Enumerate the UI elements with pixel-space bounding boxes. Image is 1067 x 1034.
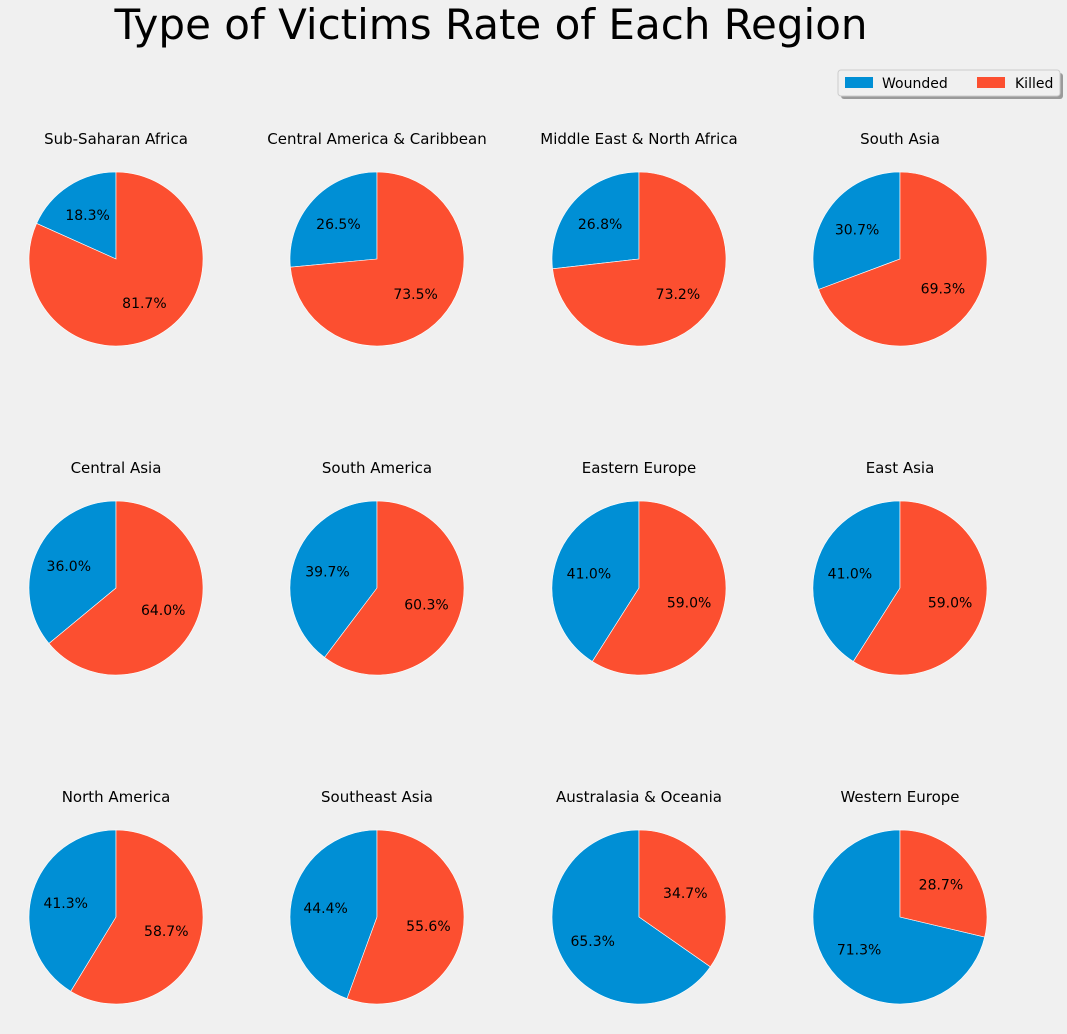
legend-swatch-wounded [845,77,873,88]
pie-title: Central America & Caribbean [267,130,486,148]
pie-title: Middle East & North Africa [540,130,737,148]
slice-label-killed: 55.6% [406,919,450,935]
slice-label-wounded: 26.8% [578,217,622,233]
pie-southeast-asia: 44.4% 55.6% Southeast Asia [289,788,465,1005]
pie-title: Eastern Europe [582,459,697,477]
legend-label-wounded: Wounded [882,76,948,92]
pie-slice-wounded [812,500,901,662]
pie-north-america: 41.3% 58.7% North America [28,788,204,1005]
pie-central-asia: 36.0% 64.0% Central Asia [28,459,204,676]
pie-slice-killed [28,171,204,347]
slice-label-wounded: 65.3% [570,934,614,950]
slice-label-killed: 59.0% [928,596,972,612]
pie-title: South America [322,459,432,477]
slice-label-killed: 73.5% [393,287,437,303]
legend-label-killed: Killed [1015,76,1053,92]
slice-label-wounded: 26.5% [316,217,360,233]
pie-south-asia: 30.7% 69.3% South Asia [812,130,988,347]
pie-slice-wounded [551,171,640,270]
legend-swatch-killed [977,77,1005,88]
pie-slice-wounded [28,500,117,644]
pie-title: Central Asia [71,459,162,477]
pie-slice-killed [638,829,727,968]
pie-slice-killed [852,500,988,676]
pie-slice-killed [346,829,465,1005]
slice-label-wounded: 41.0% [828,566,872,582]
slice-label-wounded: 71.3% [837,942,881,958]
pie-slice-killed [899,829,988,938]
pie-title: Australasia & Oceania [556,788,722,806]
pie-australasia-and-oceania: 65.3% 34.7% Australasia & Oceania [551,788,727,1005]
pie-slice-wounded [36,171,117,260]
legend: Wounded Killed [837,69,1063,99]
slice-label-wounded: 41.0% [567,566,611,582]
pie-title: North America [62,788,171,806]
pie-east-asia: 41.0% 59.0% East Asia [812,459,988,676]
pie-western-europe: 71.3% 28.7% Western Europe [812,788,988,1005]
pie-sub-saharan-africa: 18.3% 81.7% Sub-Saharan Africa [28,130,204,347]
pie-slice-wounded [812,171,901,290]
legend-box [837,69,1061,97]
slice-label-wounded: 18.3% [65,208,109,224]
slice-label-killed: 60.3% [404,598,448,614]
pie-title: Sub-Saharan Africa [44,130,188,148]
slice-label-killed: 69.3% [921,282,965,298]
slice-label-killed: 64.0% [141,603,185,619]
pie-slice-killed [290,171,465,347]
pie-slice-killed [48,500,204,676]
pies-group: 18.3% 81.7% Sub-Saharan Africa 26.5% 73.5% Ce… [28,130,988,1005]
slice-label-wounded: 39.7% [305,564,349,580]
slice-label-killed: 73.2% [656,287,700,303]
pie-slice-wounded [551,829,711,1005]
pie-slice-killed [552,171,727,347]
slice-label-wounded: 44.4% [303,901,347,917]
pie-slice-killed [324,500,465,676]
slice-label-wounded: 36.0% [47,559,91,575]
pie-title: South Asia [860,130,940,148]
slice-label-killed: 28.7% [919,878,963,894]
pie-slice-killed [818,171,988,347]
pie-slice-wounded [551,500,640,662]
pie-central-america-and-caribbean: 26.5% 73.5% Central America & Caribbean [267,130,487,347]
chart-title: Type of Victims Rate of Each Region [113,0,867,49]
pie-slice-killed [591,500,727,676]
pie-south-america: 39.7% 60.3% South America [289,459,465,676]
pie-title: East Asia [866,459,935,477]
pie-slice-killed [70,829,204,1005]
slice-label-killed: 58.7% [144,924,188,940]
pie-slice-wounded [289,500,378,658]
slice-label-killed: 34.7% [663,886,707,902]
pie-slice-wounded [28,829,117,992]
slice-label-killed: 59.0% [667,596,711,612]
slice-label-wounded: 30.7% [835,222,879,238]
pie-title: Western Europe [840,788,959,806]
pie-middle-east-and-north-africa: 26.8% 73.2% Middle East & North Africa [540,130,738,347]
pie-slice-wounded [289,171,378,268]
slice-label-killed: 81.7% [122,296,166,312]
pie-slice-wounded [812,829,986,1005]
pie-slice-wounded [289,829,378,1000]
slice-label-wounded: 41.3% [43,896,87,912]
pie-eastern-europe: 41.0% 59.0% Eastern Europe [551,459,727,676]
pie-title: Southeast Asia [321,788,433,806]
